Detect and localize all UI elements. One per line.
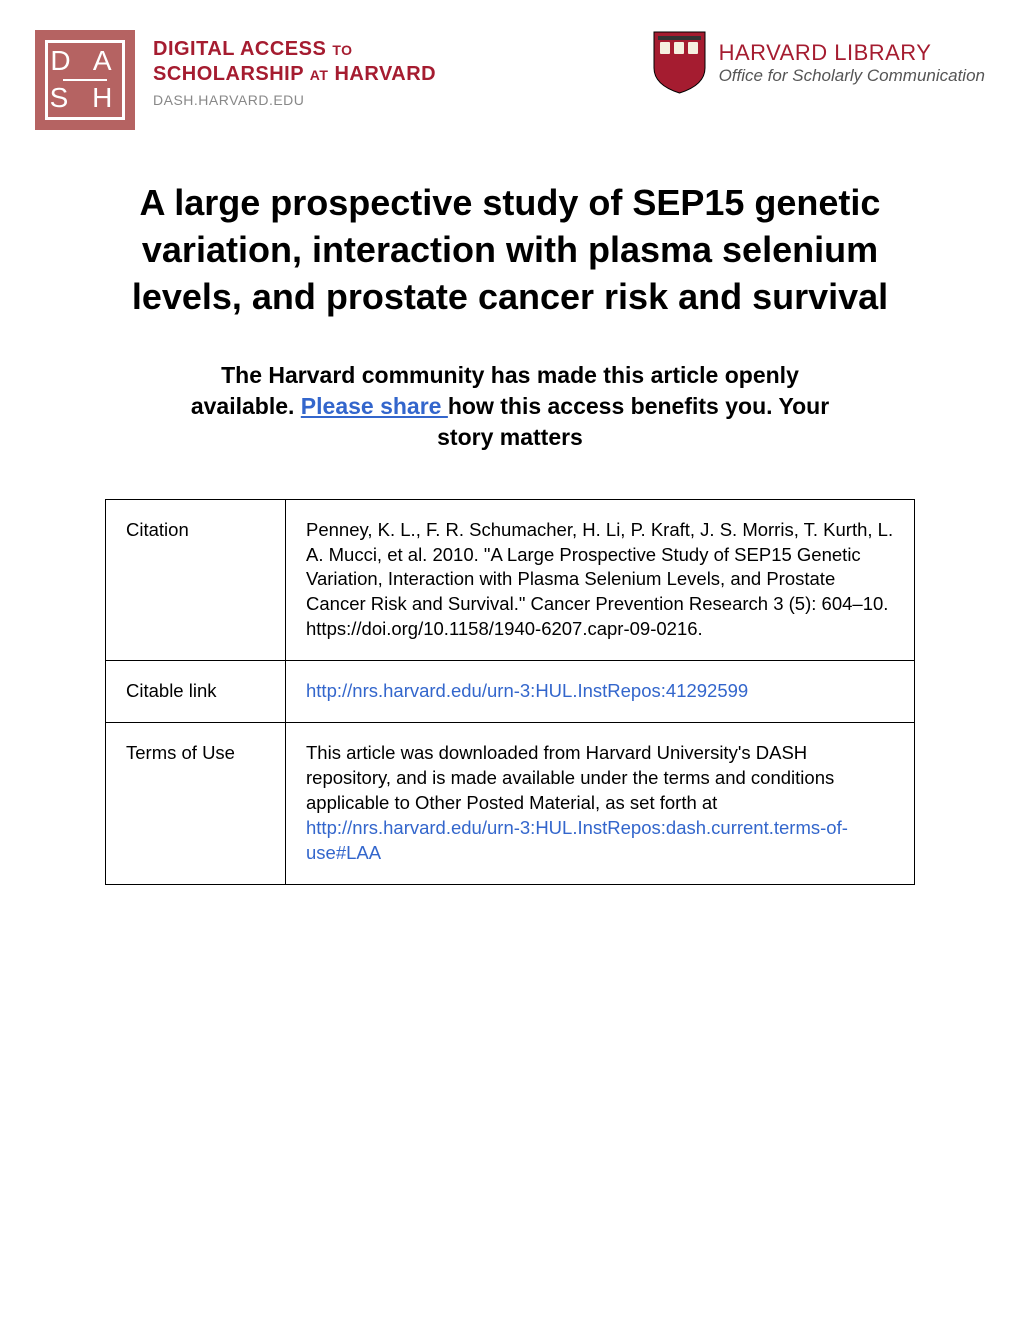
metadata-table: Citation Penney, K. L., F. R. Schumacher…: [105, 499, 915, 886]
page-header: D A S H DIGITAL ACCESS TO SCHOLARSHIP AT…: [35, 30, 985, 130]
terms-text: This article was downloaded from Harvard…: [306, 742, 834, 813]
harvard-shield-icon: [652, 30, 707, 95]
dash-logo: D A S H: [35, 30, 135, 130]
citable-link-content: http://nrs.harvard.edu/urn-3:HUL.InstRep…: [286, 661, 915, 723]
table-row: Citable link http://nrs.harvard.edu/urn-…: [106, 661, 915, 723]
harvard-text-block: HARVARD LIBRARY Office for Scholarly Com…: [719, 40, 985, 86]
harvard-branding: HARVARD LIBRARY Office for Scholarly Com…: [652, 30, 985, 95]
dash-text-block: DIGITAL ACCESS TO SCHOLARSHIP AT HARVARD…: [153, 30, 436, 108]
citable-link-label: Citable link: [106, 661, 286, 723]
dash-line2: SCHOLARSHIP AT HARVARD: [153, 63, 436, 86]
dash-logo-row1: D A: [50, 46, 119, 77]
terms-content: This article was downloaded from Harvard…: [286, 723, 915, 885]
terms-label: Terms of Use: [106, 723, 286, 885]
table-row: Citation Penney, K. L., F. R. Schumacher…: [106, 499, 915, 661]
terms-link[interactable]: http://nrs.harvard.edu/urn-3:HUL.InstRep…: [306, 817, 848, 863]
citable-link[interactable]: http://nrs.harvard.edu/urn-3:HUL.InstRep…: [306, 680, 748, 701]
harvard-library-label: HARVARD LIBRARY: [719, 40, 985, 66]
subtitle-part2: how this access benefits you. Your story…: [437, 393, 829, 450]
article-subtitle: The Harvard community has made this arti…: [170, 360, 850, 453]
citation-content: Penney, K. L., F. R. Schumacher, H. Li, …: [286, 499, 915, 661]
article-title: A large prospective study of SEP15 genet…: [110, 180, 910, 320]
table-row: Terms of Use This article was downloaded…: [106, 723, 915, 885]
please-share-link[interactable]: Please share: [301, 393, 448, 419]
citation-label: Citation: [106, 499, 286, 661]
harvard-office-label: Office for Scholarly Communication: [719, 66, 985, 86]
dash-logo-row2: S H: [50, 83, 121, 114]
dash-url: DASH.HARVARD.EDU: [153, 92, 436, 108]
dash-line1: DIGITAL ACCESS TO: [153, 38, 436, 61]
dash-branding: D A S H DIGITAL ACCESS TO SCHOLARSHIP AT…: [35, 30, 436, 130]
dash-logo-divider: [63, 79, 107, 81]
